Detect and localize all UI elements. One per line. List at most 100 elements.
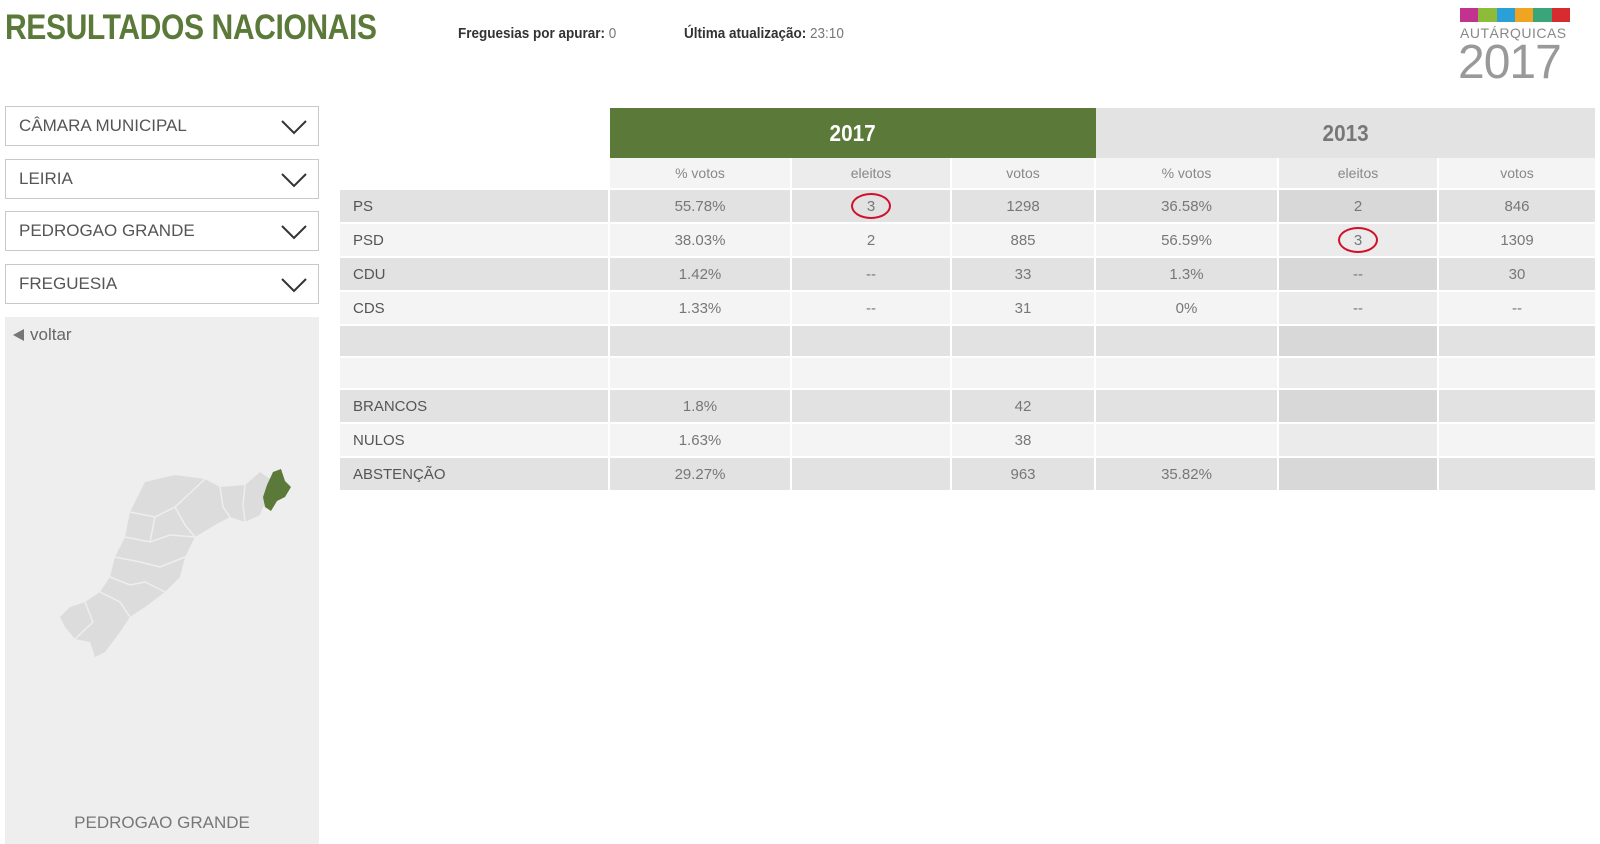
table-cell	[1279, 424, 1439, 456]
table-cell: 1298	[952, 190, 1096, 222]
table-cell: 1.33%	[610, 292, 792, 324]
filter-select-orgao[interactable]: CÂMARA MUNICIPAL	[5, 106, 319, 146]
table-cell	[1439, 358, 1595, 388]
chevron-down-icon	[281, 278, 307, 293]
back-arrow-icon	[13, 329, 24, 341]
freguesias-status: Freguesias por apurar: 0	[458, 25, 616, 42]
results-table: 2017 2013 % votos eleitos votos % votos …	[340, 108, 1595, 495]
table-cell	[340, 358, 610, 388]
table-cell	[1096, 358, 1279, 388]
table-cell: 31	[952, 292, 1096, 324]
table-row-brancos: BRANCOS 1.8% 42	[340, 390, 1595, 422]
table-cell	[1279, 458, 1439, 490]
table-row-psd: PSD 38.03% 2 885 56.59% 3 1309	[340, 224, 1595, 256]
last-update: Última atualização: 23:10	[684, 25, 844, 42]
table-cell	[610, 326, 792, 356]
party-name: BRANCOS	[340, 390, 610, 422]
logo-year: 2017	[1458, 36, 1562, 89]
party-name: ABSTENÇÃO	[340, 458, 610, 490]
table-cell-eleitos: 3	[792, 190, 952, 222]
page-title: RESULTADOS NACIONAIS	[5, 8, 377, 47]
map-caption: PEDROGAO GRANDE	[74, 813, 250, 832]
autarquicas-logo: AUTÁRQUICAS 2017	[1458, 8, 1570, 89]
filter-select-concelho[interactable]: PEDROGAO GRANDE	[5, 211, 319, 251]
table-cell: 38.03%	[610, 224, 792, 256]
party-name: CDU	[340, 258, 610, 290]
column-header: % votos	[1096, 158, 1279, 188]
back-link[interactable]: voltar	[13, 325, 72, 345]
table-cell: --	[792, 258, 952, 290]
table-cell: 29.27%	[610, 458, 792, 490]
table-cell: 36.58%	[1096, 190, 1279, 222]
filter-select-freguesia[interactable]: FREGUESIA	[5, 264, 319, 304]
table-cell: 2	[792, 224, 952, 256]
column-header: eleitos	[792, 158, 952, 188]
filter-select-value: PEDROGAO GRANDE	[19, 221, 195, 240]
table-cell	[610, 358, 792, 388]
column-header: eleitos	[1279, 158, 1439, 188]
table-cell: --	[1279, 292, 1439, 324]
table-cell	[1439, 326, 1595, 356]
table-cell: 1.42%	[610, 258, 792, 290]
table-row-abstencao: ABSTENÇÃO 29.27% 963 35.82%	[340, 458, 1595, 490]
table-cell	[1439, 424, 1595, 456]
table-cell: 30	[1439, 258, 1595, 290]
table-row-ps: PS 55.78% 3 1298 36.58% 2 846	[340, 190, 1595, 222]
chevron-down-icon	[281, 173, 307, 188]
last-update-label: Última atualização:	[684, 25, 807, 42]
table-cell: 33	[952, 258, 1096, 290]
column-header: votos	[952, 158, 1096, 188]
map-region-highlighted	[263, 469, 291, 511]
table-row-nulos: NULOS 1.63% 38	[340, 424, 1595, 456]
column-header-empty	[340, 158, 610, 188]
table-row-cds: CDS 1.33% -- 31 0% -- --	[340, 292, 1595, 324]
back-label: voltar	[30, 325, 72, 344]
filter-select-value: LEIRIA	[19, 169, 73, 188]
table-row-empty	[340, 326, 1595, 356]
party-name: PSD	[340, 224, 610, 256]
highlight-circle	[851, 193, 891, 219]
column-header: votos	[1439, 158, 1595, 188]
table-cell-eleitos: 3	[1279, 224, 1439, 256]
party-name: NULOS	[340, 424, 610, 456]
table-cell: 885	[952, 224, 1096, 256]
table-cell: 38	[952, 424, 1096, 456]
table-cell	[792, 390, 952, 422]
table-cell	[952, 358, 1096, 388]
table-row-cdu: CDU 1.42% -- 33 1.3% -- 30	[340, 258, 1595, 290]
chevron-down-icon	[281, 120, 307, 135]
highlight-circle	[1338, 227, 1378, 253]
logo-color-bar	[1551, 8, 1570, 22]
logo-color-bar	[1533, 8, 1552, 22]
column-header: % votos	[610, 158, 792, 188]
chevron-down-icon	[281, 225, 307, 240]
table-cell	[1439, 458, 1595, 490]
table-cell: 56.59%	[1096, 224, 1279, 256]
map-panel: voltar PEDROGAO GRANDE	[5, 317, 319, 844]
table-cell: 55.78%	[610, 190, 792, 222]
table-cell: 42	[952, 390, 1096, 422]
table-cell	[1279, 390, 1439, 422]
freguesias-label: Freguesias por apurar:	[458, 25, 606, 42]
table-cell: 2	[1279, 190, 1439, 222]
filter-select-value: FREGUESIA	[19, 274, 118, 293]
logo-color-bar	[1514, 8, 1534, 22]
logo-word: AUTÁRQUICAS	[1460, 25, 1567, 41]
filter-select-value: CÂMARA MUNICIPAL	[19, 116, 187, 135]
table-cell: --	[792, 292, 952, 324]
table-cell	[1279, 358, 1439, 388]
year-header-2013: 2013	[1096, 108, 1595, 158]
table-cell: 0%	[1096, 292, 1279, 324]
table-cell: 846	[1439, 190, 1595, 222]
party-name: CDS	[340, 292, 610, 324]
party-name: PS	[340, 190, 610, 222]
table-cell	[1096, 326, 1279, 356]
year-label: 2013	[1322, 119, 1369, 146]
table-cell: 1.63%	[610, 424, 792, 456]
table-cell: --	[1279, 258, 1439, 290]
filter-select-distrito[interactable]: LEIRIA	[5, 159, 319, 199]
municipality-map[interactable]	[45, 467, 295, 677]
table-cell	[1439, 390, 1595, 422]
table-cell: 1.3%	[1096, 258, 1279, 290]
year-header-2017: 2017	[610, 108, 1096, 158]
